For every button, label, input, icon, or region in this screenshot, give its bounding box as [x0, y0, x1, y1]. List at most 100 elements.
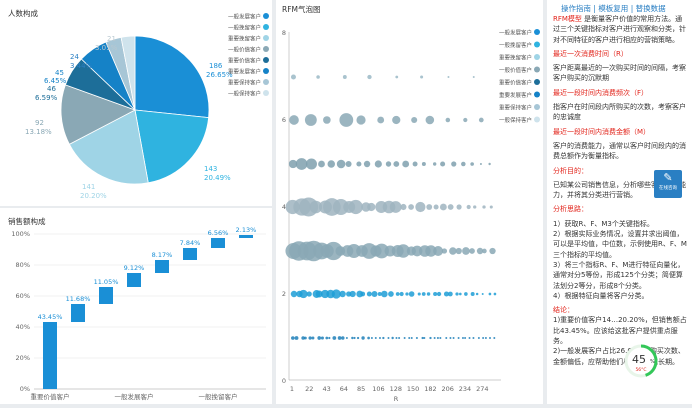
rfm-bubble — [308, 336, 312, 340]
rfm-bubble — [445, 337, 448, 339]
goal-text: 已知某公司销售信息，分析哪些客户消费能力，并将其分类进行营销。 — [553, 180, 686, 200]
rfm-bubble — [311, 336, 315, 340]
rfm-legend-marker-5[interactable] — [534, 91, 540, 98]
rfm-bubble — [408, 204, 414, 210]
pie-label-pct-4: 6.59% — [35, 94, 58, 102]
conclusion-1: 1)重要价值客户14…20.20%，但销售额占比43.45%。应该给这批客户提供… — [553, 316, 687, 346]
rfm-bubble — [429, 336, 432, 340]
people-legend-marker-3[interactable] — [263, 46, 269, 52]
rfm-bubble — [392, 115, 401, 125]
rfm-bubble — [482, 337, 485, 339]
rfm-legend-marker-6[interactable] — [534, 104, 540, 110]
rfm-bubble — [484, 337, 487, 339]
rfm-bubble — [433, 204, 439, 210]
guide-link[interactable]: 操作指南 — [561, 4, 591, 13]
rfm-bubble — [339, 290, 346, 298]
rfm-bubble — [290, 290, 298, 298]
rfm-bubble — [464, 292, 468, 296]
rfm-ytick-1: 6 — [282, 116, 286, 124]
rfm-ytick-4: 0 — [282, 377, 286, 385]
rfm-bubble — [317, 336, 322, 340]
template-reuse-link[interactable]: 模板复用 — [598, 4, 629, 13]
rfm-bubble — [324, 241, 343, 261]
idea-2: 2）根据实际业务情况，设置并求出阈值，可以是平均值，中位数，示例使用R、F、M三… — [553, 230, 687, 259]
rfm-legend-marker-4[interactable] — [534, 79, 540, 85]
rfm-bubble — [320, 336, 324, 340]
rfm-x-title: R — [394, 395, 399, 403]
sales-bar-label-6: 6.56% — [208, 229, 229, 237]
sales-bar-5 — [183, 248, 197, 260]
rfm-bubble — [385, 161, 392, 167]
pie-label-pct-2: 20.20% — [80, 192, 107, 200]
pie-label-count-6: 24 — [70, 53, 79, 61]
pie-label-count-5: 45 — [55, 69, 64, 77]
rfm-bubble — [299, 289, 308, 299]
people-legend-marker-4[interactable] — [263, 57, 269, 63]
pie-label-count-0: 186 — [209, 62, 223, 70]
rfm-bubble — [336, 159, 346, 169]
sales-bar-label-1: 11.68% — [66, 295, 91, 303]
rfm-bubble — [382, 336, 385, 340]
rfm-bubble — [306, 291, 312, 297]
rfm-bubble — [360, 291, 366, 297]
rfm-bubble — [327, 160, 336, 168]
rfm-bubble — [288, 159, 298, 169]
info-panel: 操作指南 | 模板复用 | 替换数据 RFM模型 是衡量客户价值的常用方法。通过… — [547, 0, 692, 404]
rfm-legend-marker-2[interactable] — [534, 54, 540, 60]
rfm-xtick-3: 64 — [340, 385, 348, 393]
sales-bar-7 — [239, 235, 253, 238]
rfm-bubble — [391, 336, 394, 340]
rfm-legend-marker-3[interactable] — [534, 66, 540, 73]
rfm-bubble — [436, 336, 439, 340]
rfm-legend-label-0: 一般发展客户 — [499, 29, 532, 37]
people-legend-marker-6[interactable] — [263, 79, 269, 85]
people-pie-chart: 186 26.65% 143 20.49% 141 20.20% 92 13.1… — [25, 13, 269, 200]
gauge-value: 45 — [632, 353, 646, 366]
people-legend-marker-7[interactable] — [263, 90, 269, 96]
m-text: 客户的消费能力，通常以客户时间段内的消费总额作为衡量指标。 — [553, 141, 686, 161]
rfm-bubble — [457, 337, 460, 339]
rfm-bubble — [361, 336, 365, 340]
people-legend-marker-5[interactable] — [263, 68, 269, 74]
rfm-legend-label-4: 重要价值客户 — [499, 79, 532, 87]
rfm-bubble — [377, 292, 382, 296]
rfm-legend-label-5: 重要发展客户 — [499, 91, 532, 99]
sales-panel-title: 销售额构成 — [8, 217, 46, 226]
rfm-bubble — [425, 115, 435, 125]
rfm-bubble — [461, 161, 466, 167]
replace-data-link[interactable]: 替换数据 — [635, 4, 666, 13]
rfm-bubble — [363, 160, 371, 168]
sales-bar-2 — [99, 287, 113, 304]
rfm-bubble — [374, 337, 377, 339]
rfm-bubble — [472, 337, 475, 339]
rfm-bubble — [405, 292, 409, 296]
pie-slice-1 — [134, 109, 210, 184]
rfm-bubble — [315, 290, 323, 298]
idea-1: 1）获取R、F、M3个关键指标。 — [553, 219, 654, 228]
people-legend-label-2: 重要挽留客户 — [228, 35, 261, 43]
f-text: 指客户在时间段内所购买的次数，考察客户的忠诚度 — [553, 103, 686, 122]
rfm-bubble — [304, 114, 317, 126]
rfm-bubble — [451, 161, 457, 167]
rfm-bubble — [356, 115, 366, 125]
rfm-bubble — [370, 337, 373, 339]
people-legend-marker-2[interactable] — [263, 35, 269, 41]
sales-xlabel-1: 一般发展客户 — [115, 392, 154, 401]
rfm-bubble — [488, 292, 492, 296]
rfm-bubble — [452, 337, 455, 339]
rfm-legend-marker-7[interactable] — [534, 116, 540, 123]
rfm-bubble — [366, 291, 372, 297]
sales-bar-1 — [71, 304, 85, 322]
rfm-bubble — [456, 204, 462, 210]
people-legend-label-4: 重要价值客户 — [228, 57, 261, 65]
people-legend-marker-0[interactable] — [263, 13, 269, 19]
sales-ytick-2: 60% — [16, 292, 30, 300]
rfm-legend-marker-0[interactable] — [534, 29, 540, 35]
online-consult-button[interactable]: ✎ 在线咨询 — [654, 170, 682, 198]
rfm-legend-marker-1[interactable] — [534, 41, 540, 48]
rfm-bubble — [470, 162, 474, 166]
chat-icon: ✎ — [663, 171, 673, 184]
people-legend-marker-1[interactable] — [263, 24, 269, 30]
sales-bar-0 — [43, 322, 57, 389]
rfm-bubble — [458, 292, 462, 296]
